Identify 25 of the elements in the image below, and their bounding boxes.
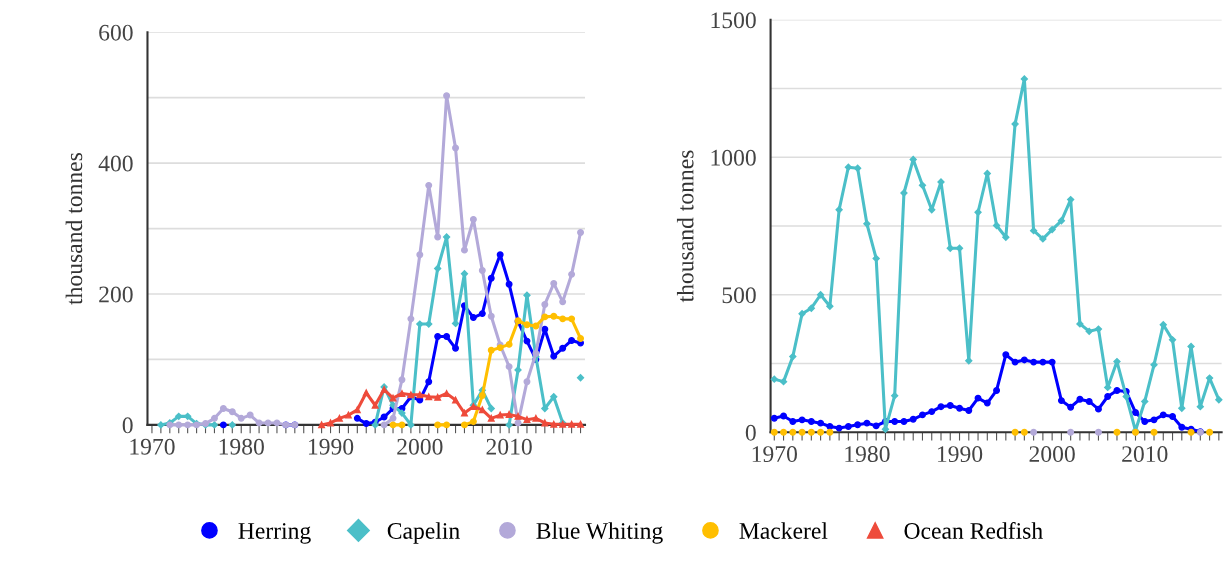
y-tick-label: 1500 xyxy=(711,12,756,29)
y-tick-label: 1000 xyxy=(711,149,756,166)
legend-label: Ocean Redfish xyxy=(904,522,1043,539)
legend-label: Herring xyxy=(238,523,311,544)
x-tick-label: 1970 xyxy=(752,446,797,463)
legend-label: Blue Whiting xyxy=(536,522,663,544)
x-tick-label: 1980 xyxy=(845,446,890,463)
legend-label: Capelin xyxy=(387,522,460,544)
x-tick-label: 1970 xyxy=(130,438,175,455)
x-tick-label: 1990 xyxy=(937,446,983,463)
y-tick-label: 400 xyxy=(98,155,133,172)
y-axis-title: thousand tonnes xyxy=(676,150,694,303)
x-tick-label: 1980 xyxy=(219,438,264,455)
x-tick-label: 2000 xyxy=(397,438,443,455)
x-tick-label: 1990 xyxy=(308,438,354,455)
y-tick-label: 500 xyxy=(722,287,756,304)
y-tick-label: 200 xyxy=(99,286,133,303)
y-tick-label: 0 xyxy=(745,424,756,441)
y-axis-title: thousand tonnes xyxy=(65,153,83,305)
y-tick-label: 600 xyxy=(99,24,133,41)
x-tick-label: 2010 xyxy=(486,438,532,455)
legend-label: Mackerel xyxy=(739,522,828,539)
x-tick-label: 2010 xyxy=(1122,446,1168,463)
y-tick-label: 0 xyxy=(122,417,133,434)
x-tick-label: 2000 xyxy=(1029,446,1075,463)
